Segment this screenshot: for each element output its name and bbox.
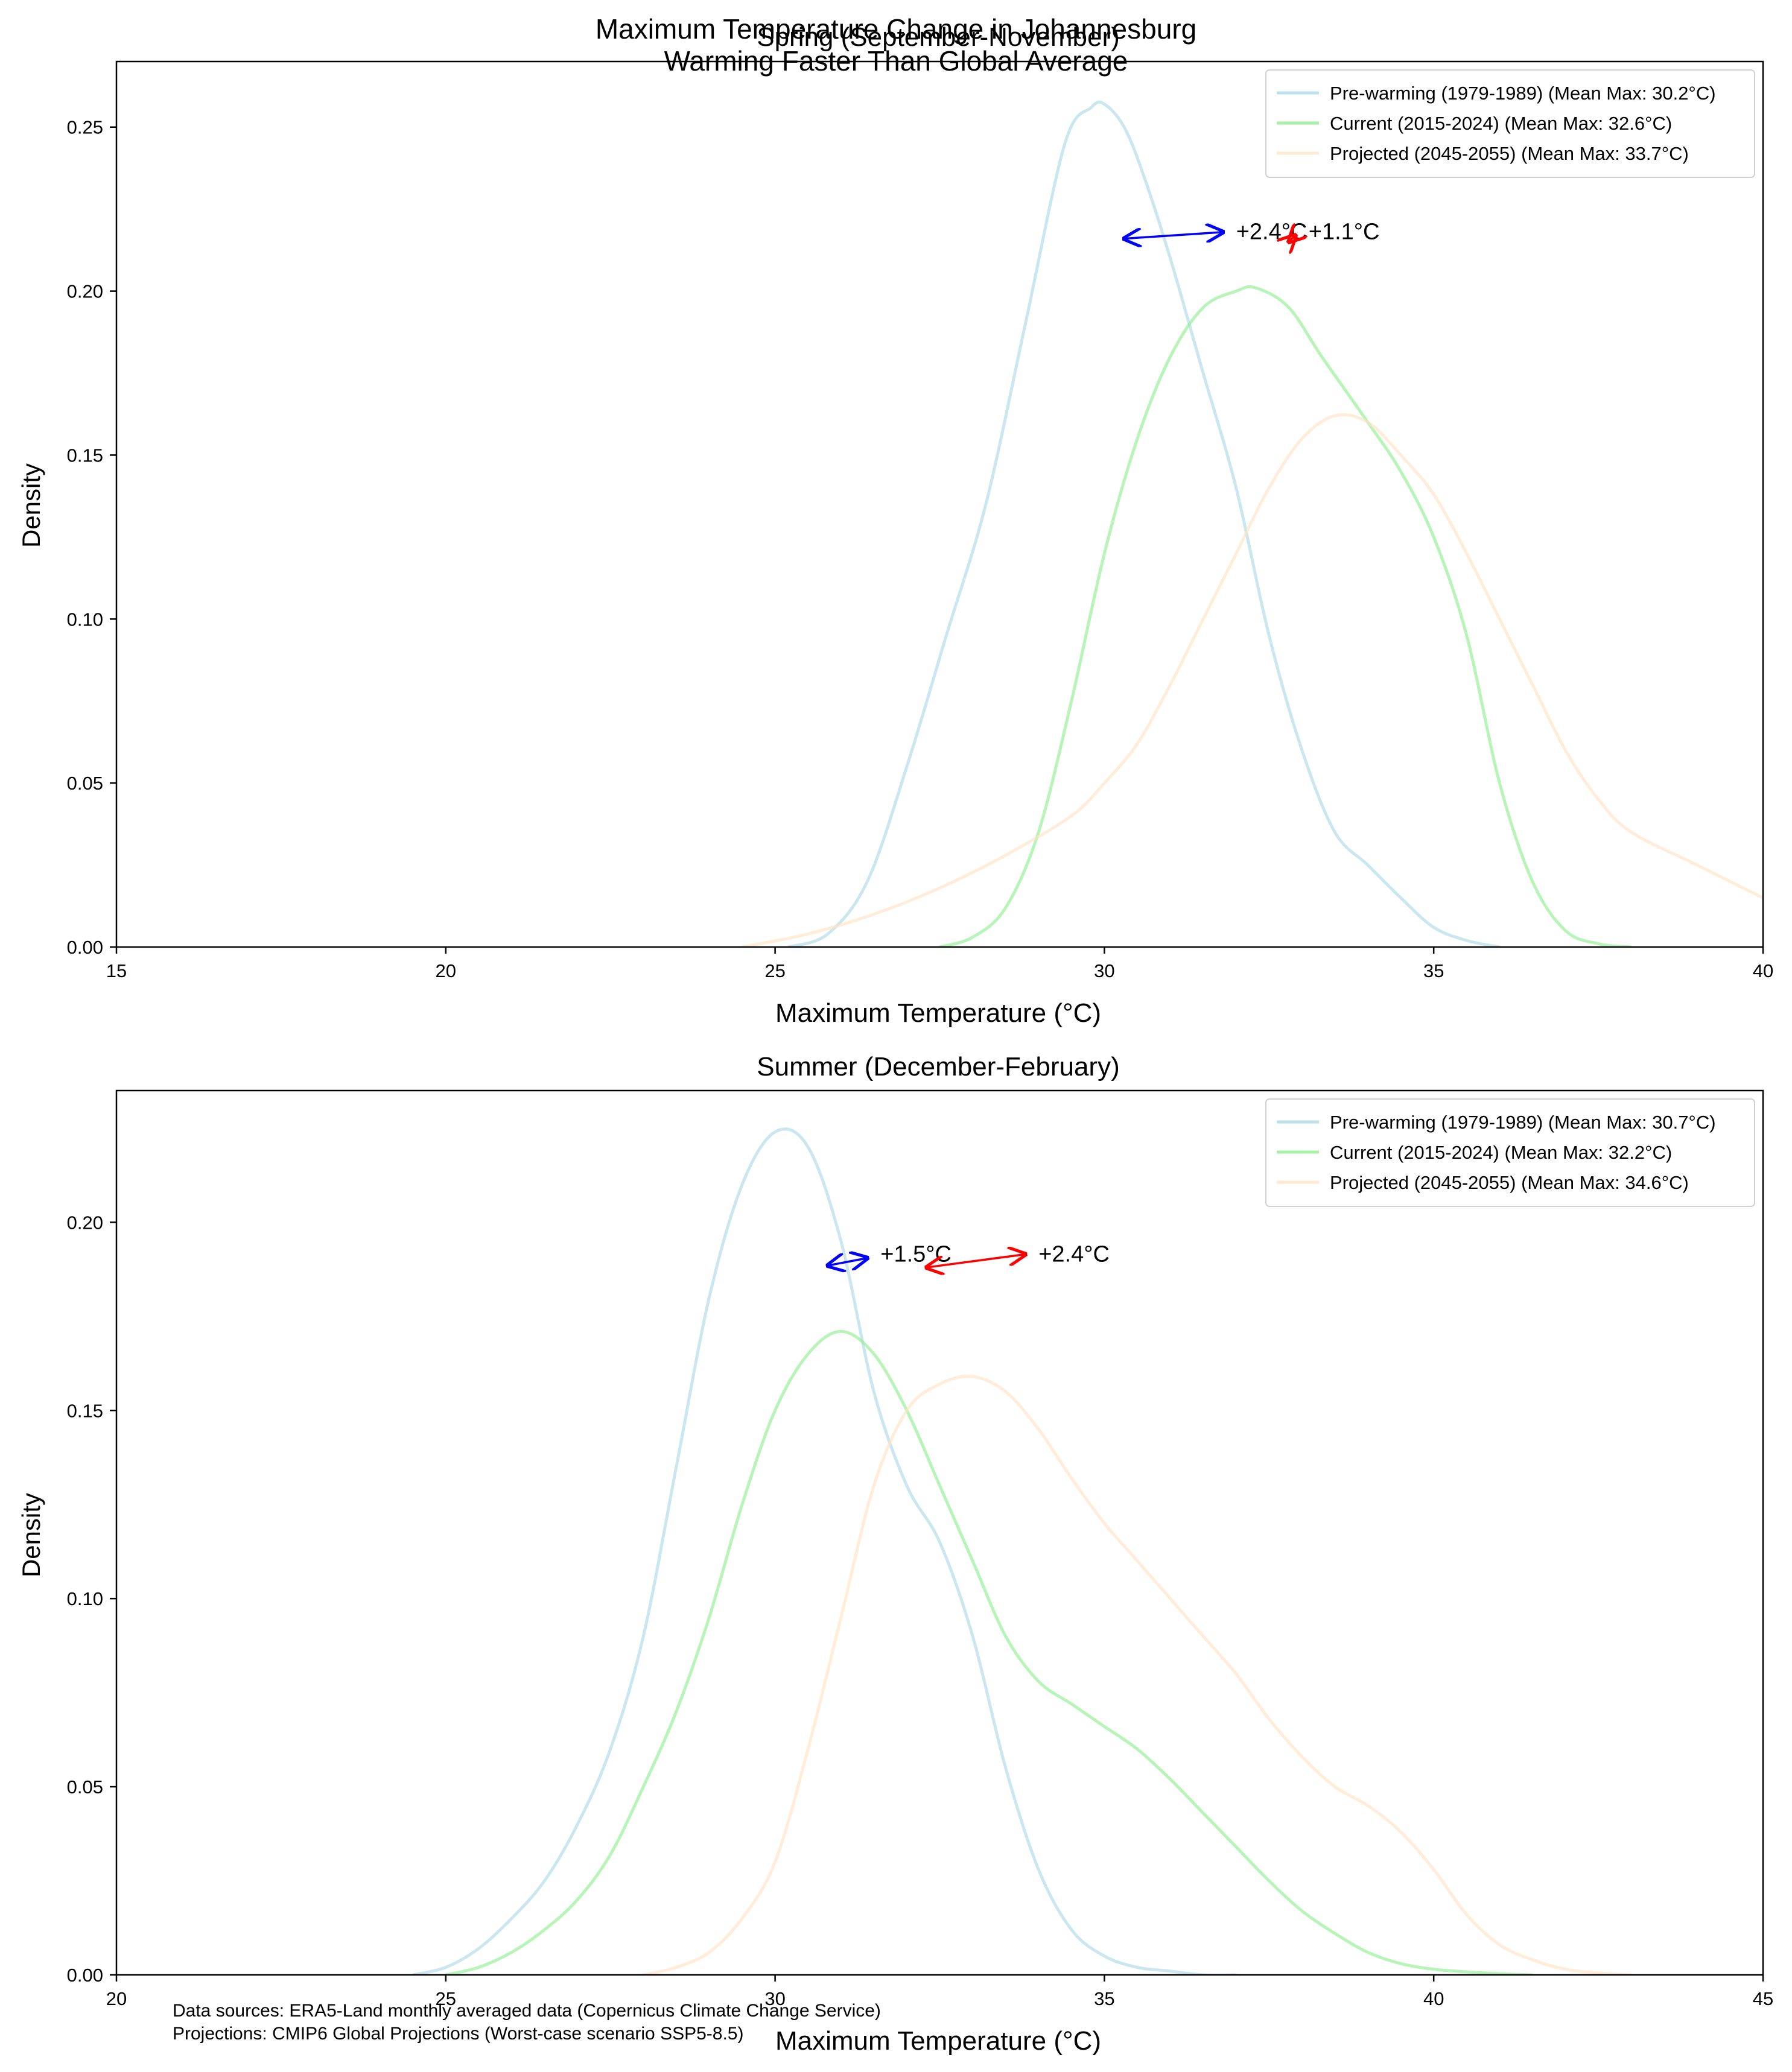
- summer-x-tick-label: 20: [106, 1988, 127, 2009]
- spring-panel: Spring (September-November) Density Maxi…: [17, 22, 1773, 1028]
- summer-annotation-label-1: +2.4°C: [1038, 1241, 1110, 1267]
- spring-x-tick-label: 30: [1094, 960, 1114, 981]
- spring-x-tick-label: 25: [764, 960, 785, 981]
- spring-panel-title: Spring (September-November): [757, 22, 1120, 52]
- spring-annotation-label-0: +2.4°C: [1236, 220, 1307, 245]
- spring-y-tick-label: 0.10: [67, 609, 103, 630]
- summer-y-axis-label: Density: [17, 1493, 45, 1577]
- spring-series-line-1: [939, 285, 1632, 947]
- summer-series-line-0: [412, 1127, 1236, 1975]
- summer-axes-frame: [115, 1089, 1764, 1976]
- spring-x-tick-label: 40: [1753, 960, 1773, 981]
- spring-annotation-arrow-1: [1289, 235, 1295, 242]
- spring-y-tick-label: 0.15: [67, 445, 103, 466]
- summer-x-tick-label: 40: [1423, 1988, 1444, 2009]
- summer-y-tick-label: 0.00: [67, 1965, 103, 1986]
- summer-annotation-label-0: +1.5°C: [880, 1241, 952, 1267]
- summer-panel: Summer (December-February) Density Maxim…: [17, 1052, 1773, 2056]
- spring-y-tick-label: 0.20: [67, 281, 103, 302]
- summer-y-tick-label: 0.05: [67, 1776, 103, 1798]
- spring-legend-label-2: Projected (2045-2055) (Mean Max: 33.7°C): [1330, 143, 1689, 164]
- summer-legend: Pre-warming (1979-1989) (Mean Max: 30.7°…: [1265, 1098, 1755, 1207]
- spring-plot-area: 15 20 25 30 35 40 0.00 0.05 0.10 0.15 0.20 0.25 +2.4…: [67, 60, 1773, 981]
- spring-axes-frame: [115, 60, 1764, 948]
- spring-legend-label-0: Pre-warming (1979-1989) (Mean Max: 30.2°…: [1330, 83, 1716, 104]
- summer-annotation-arrow-1: [927, 1254, 1026, 1267]
- summer-legend-label-0: Pre-warming (1979-1989) (Mean Max: 30.7°…: [1330, 1112, 1716, 1133]
- spring-y-tick-label: 0.05: [67, 773, 103, 794]
- summer-x-axis-label: Maximum Temperature (°C): [775, 2026, 1101, 2056]
- summer-legend-label-1: Current (2015-2024) (Mean Max: 32.2°C): [1330, 1142, 1672, 1163]
- spring-x-tick-label: 35: [1423, 960, 1444, 981]
- summer-x-tick-label: 25: [436, 1988, 456, 2009]
- spring-legend-label-1: Current (2015-2024) (Mean Max: 32.6°C): [1330, 113, 1672, 134]
- spring-series-line-2: [742, 413, 1763, 947]
- spring-x-tick-label: 15: [106, 960, 127, 981]
- summer-plot-area: 20 25 30 35 40 45 0.00 0.05 0.10 0.15 0.20 +1.5°C +2…: [67, 1089, 1773, 2009]
- spring-annotation-label-1: +1.1°C: [1309, 220, 1380, 245]
- footnote-projections: Projections: CMIP6 Global Projections (W…: [173, 2024, 743, 2044]
- summer-x-tick-label: 30: [764, 1988, 785, 2009]
- spring-series-line-0: [787, 100, 1500, 947]
- spring-y-tick-label: 0.25: [67, 117, 103, 138]
- spring-x-axis-label: Maximum Temperature (°C): [775, 998, 1101, 1028]
- spring-y-axis-label: Density: [17, 463, 45, 548]
- summer-series-line-1: [445, 1329, 1533, 1975]
- summer-panel-title: Summer (December-February): [757, 1052, 1119, 1082]
- summer-x-tick-label: 45: [1753, 1988, 1773, 2009]
- summer-annotation-arrow-0: [828, 1258, 867, 1266]
- summer-y-tick-label: 0.15: [67, 1400, 103, 1421]
- spring-y-tick-label: 0.00: [67, 937, 103, 958]
- footnote-data-sources: Data sources: ERA5-Land monthly averaged…: [173, 2001, 881, 2021]
- summer-y-tick-label: 0.20: [67, 1212, 103, 1233]
- summer-y-tick-label: 0.10: [67, 1588, 103, 1609]
- figure-title: Maximum Temperature Change in Johannesbu…: [596, 13, 1196, 45]
- summer-x-tick-label: 35: [1094, 1988, 1114, 2009]
- spring-x-tick-label: 20: [436, 960, 456, 981]
- summer-legend-label-2: Projected (2045-2055) (Mean Max: 34.6°C): [1330, 1172, 1689, 1193]
- spring-annotation-arrow-0: [1124, 232, 1223, 239]
- spring-legend: Pre-warming (1979-1989) (Mean Max: 30.2°…: [1265, 69, 1755, 178]
- summer-series-line-2: [643, 1375, 1632, 1975]
